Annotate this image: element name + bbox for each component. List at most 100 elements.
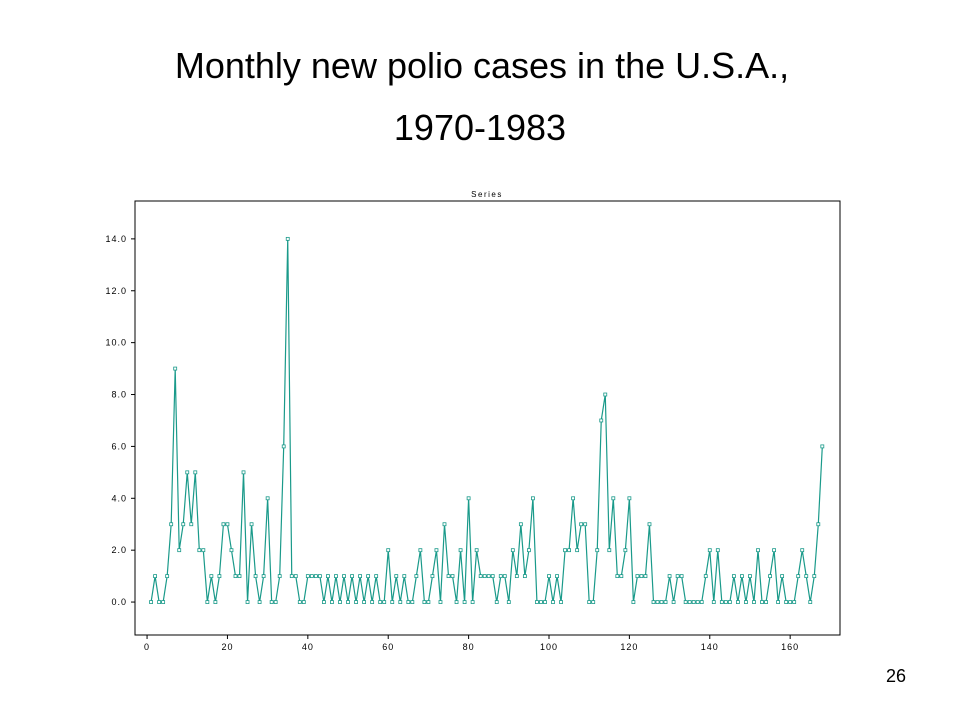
plot-label: Series: [471, 190, 503, 199]
point-marker: [209, 574, 214, 579]
point-marker: [438, 600, 443, 604]
point-marker: [502, 574, 507, 579]
point-marker: [667, 574, 672, 579]
y-tick-label: 8.0: [111, 390, 127, 400]
point-marker: [563, 548, 567, 553]
point-marker: [635, 574, 640, 579]
point-marker: [647, 522, 652, 527]
point-marker: [414, 574, 419, 579]
point-marker: [402, 574, 407, 579]
point-marker: [161, 600, 166, 604]
point-marker: [547, 574, 551, 579]
point-marker: [382, 600, 387, 604]
point-marker: [723, 600, 728, 604]
point-marker: [173, 366, 178, 371]
point-marker: [575, 548, 580, 553]
point-marker: [169, 522, 174, 527]
point-marker: [257, 600, 262, 604]
y-tick-label: 4.0: [111, 493, 127, 503]
point-marker: [539, 600, 543, 604]
point-marker: [273, 600, 278, 604]
y-tick-label: 6.0: [111, 441, 127, 451]
point-marker: [454, 600, 459, 604]
point-marker: [289, 574, 294, 579]
point-marker: [261, 574, 266, 579]
point-marker: [603, 392, 608, 397]
point-marker: [285, 236, 290, 241]
point-marker: [426, 600, 431, 604]
point-marker: [165, 574, 170, 579]
point-marker: [663, 600, 668, 604]
point-marker: [213, 600, 218, 604]
point-marker: [715, 548, 720, 553]
point-marker: [245, 600, 250, 604]
x-tick-label: 100: [540, 642, 558, 652]
point-marker: [707, 548, 712, 553]
point-marker: [691, 600, 696, 604]
chart-subtitle: 1970-1983: [394, 107, 566, 148]
point-marker: [225, 522, 230, 527]
point-marker: [719, 600, 724, 604]
x-tick-label: 120: [620, 642, 638, 652]
point-marker: [486, 574, 491, 579]
point-marker: [410, 600, 415, 604]
y-tick-label: 12.0: [105, 286, 127, 296]
point-marker: [217, 574, 222, 579]
point-marker: [490, 574, 495, 579]
point-marker: [752, 600, 756, 604]
point-marker: [249, 522, 254, 527]
point-marker: [615, 574, 620, 579]
point-marker: [342, 574, 346, 579]
point-marker: [699, 600, 704, 604]
point-marker: [800, 548, 805, 553]
x-tick-label: 60: [382, 642, 394, 652]
point-marker: [595, 548, 600, 553]
point-marker: [470, 600, 475, 604]
point-marker: [587, 600, 592, 604]
point-marker: [398, 600, 403, 604]
point-marker: [374, 574, 379, 579]
point-marker: [334, 574, 338, 579]
point-marker: [233, 574, 238, 579]
point-marker: [535, 600, 539, 604]
chart-title: Monthly new polio cases in the U.S.A.,: [175, 45, 789, 86]
x-tick-label: 160: [781, 642, 799, 652]
point-marker: [446, 574, 451, 579]
point-marker: [631, 600, 636, 604]
point-marker: [221, 522, 226, 527]
point-marker: [567, 548, 571, 553]
point-marker: [354, 600, 358, 604]
point-marker: [683, 600, 688, 604]
point-marker: [458, 548, 463, 553]
point-marker: [498, 574, 503, 579]
point-marker: [181, 522, 186, 527]
point-marker: [281, 444, 286, 449]
point-marker: [506, 600, 511, 604]
point-marker: [627, 496, 632, 501]
point-marker: [784, 600, 789, 604]
point-marker: [768, 574, 772, 579]
point-marker: [816, 522, 821, 527]
point-marker: [651, 600, 656, 604]
point-marker: [362, 600, 367, 604]
point-marker: [185, 470, 190, 475]
point-marker: [265, 496, 270, 501]
point-marker: [607, 548, 612, 553]
point-marker: [305, 574, 310, 579]
point-marker: [526, 548, 531, 553]
point-marker: [406, 600, 411, 604]
point-marker: [659, 600, 664, 604]
point-marker: [559, 600, 563, 604]
point-marker: [543, 600, 547, 604]
point-marker: [679, 574, 684, 579]
y-tick-label: 0.0: [111, 597, 127, 607]
point-marker: [551, 600, 555, 604]
point-marker: [418, 548, 423, 553]
point-marker: [731, 574, 736, 579]
point-marker: [655, 600, 660, 604]
point-marker: [293, 574, 298, 579]
point-marker: [370, 600, 375, 604]
point-marker: [583, 522, 588, 527]
point-marker: [474, 548, 479, 553]
